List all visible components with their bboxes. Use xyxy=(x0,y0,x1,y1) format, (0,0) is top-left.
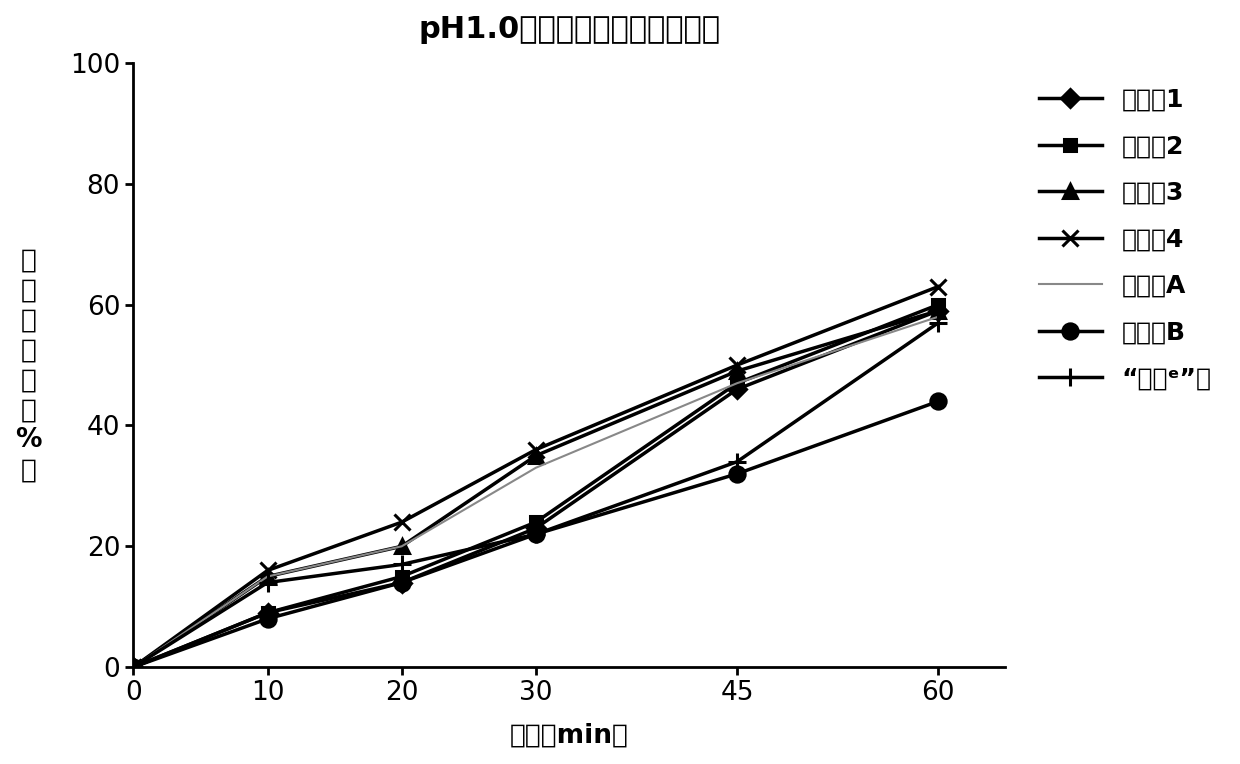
实施例2 xyxy=(260,608,275,617)
Title: pH1.0盐酸溶液中溶出曲线对比: pH1.0盐酸溶液中溶出曲线对比 xyxy=(418,15,720,44)
“泽珂ᵉ”片 xyxy=(931,318,946,327)
试验例A xyxy=(394,542,409,551)
试验例A xyxy=(528,463,543,472)
Legend: 实施例1, 实施例2, 实施例3, 实施例4, 试验例A, 试验例B, “泽珂ᵉ”片: 实施例1, 实施例2, 实施例3, 实施例4, 试验例A, 试验例B, “泽珂ᵉ… xyxy=(1027,76,1224,403)
“泽珂ᵉ”片 xyxy=(528,529,543,539)
实施例3 xyxy=(126,662,141,672)
试验例B xyxy=(528,529,543,539)
实施例1 xyxy=(394,578,409,588)
实施例1 xyxy=(528,523,543,533)
“泽珂ᵉ”片 xyxy=(729,457,744,466)
实施例3 xyxy=(729,367,744,376)
实施例3 xyxy=(394,542,409,551)
“泽珂ᵉ”片 xyxy=(260,578,275,588)
Line: 试验例B: 试验例B xyxy=(125,393,946,675)
实施例2 xyxy=(931,300,946,309)
实施例4 xyxy=(931,282,946,291)
实施例4 xyxy=(126,662,141,672)
实施例3 xyxy=(931,306,946,316)
实施例4 xyxy=(729,361,744,370)
“泽珂ᵉ”片 xyxy=(126,662,141,672)
实施例4 xyxy=(528,445,543,455)
Line: 试验例A: 试验例A xyxy=(134,317,939,667)
试验例A xyxy=(126,662,141,672)
Line: 实施例1: 实施例1 xyxy=(128,304,945,673)
实施例1 xyxy=(729,384,744,393)
“泽珂ᵉ”片 xyxy=(394,560,409,569)
实施例1 xyxy=(260,608,275,617)
Line: 实施例4: 实施例4 xyxy=(125,279,946,675)
实施例3 xyxy=(260,572,275,581)
试验例B xyxy=(260,614,275,623)
Line: “泽珂ᵉ”片: “泽珂ᵉ”片 xyxy=(124,314,947,676)
Line: 实施例2: 实施例2 xyxy=(128,299,945,673)
试验例A xyxy=(931,312,946,322)
实施例2 xyxy=(126,662,141,672)
实施例2 xyxy=(729,379,744,388)
试验例B xyxy=(126,662,141,672)
Y-axis label: 累
积
溶
出
度
（
%
）: 累 积 溶 出 度 （ % ） xyxy=(15,247,41,483)
X-axis label: 时间（min）: 时间（min） xyxy=(510,723,629,749)
实施例4 xyxy=(394,517,409,526)
实施例2 xyxy=(528,517,543,526)
Line: 实施例3: 实施例3 xyxy=(126,304,945,674)
试验例A xyxy=(260,572,275,581)
试验例B xyxy=(729,469,744,478)
实施例3 xyxy=(528,451,543,460)
试验例B xyxy=(931,397,946,406)
实施例1 xyxy=(126,662,141,672)
实施例1 xyxy=(931,306,946,316)
试验例A xyxy=(729,379,744,388)
实施例4 xyxy=(260,566,275,575)
试验例B xyxy=(394,578,409,588)
实施例2 xyxy=(394,572,409,581)
